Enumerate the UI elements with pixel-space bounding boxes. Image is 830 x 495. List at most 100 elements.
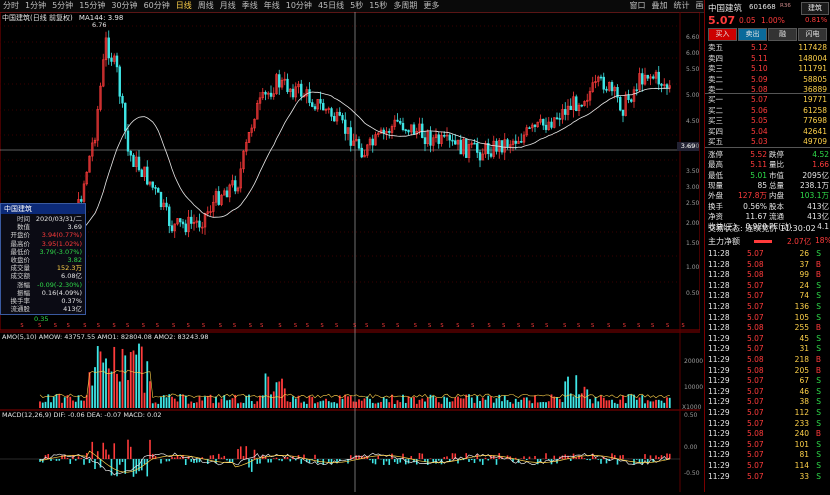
volume-bar	[91, 385, 94, 408]
tab-period[interactable]: 60分钟	[143, 1, 170, 10]
tab-period[interactable]: 季线	[241, 1, 258, 10]
candle-body	[382, 129, 385, 134]
stat-value: 103.1万	[800, 191, 829, 201]
macd-tick-label: -0.50	[684, 470, 700, 477]
tab-period[interactable]: 10分钟	[285, 1, 312, 10]
tab-period[interactable]: 月线	[219, 1, 236, 10]
candle-body	[445, 134, 449, 137]
tab-period[interactable]: 多周期	[393, 1, 418, 10]
toolbar-right-item[interactable]: 叠加	[651, 1, 668, 10]
volume-bar	[646, 400, 649, 408]
tick-row: 11:28 5.07 105 S	[705, 312, 830, 323]
signal-marker: S	[545, 323, 548, 329]
tab-period[interactable]: 更多	[423, 1, 440, 10]
volume-bar	[616, 403, 619, 408]
tick-side: S	[816, 344, 821, 354]
volume-bar	[575, 375, 578, 408]
signal-marker: S	[382, 323, 385, 329]
volume-bar	[182, 394, 184, 408]
stat-label: 内盘	[769, 191, 784, 201]
tab-period[interactable]: 15秒	[369, 1, 388, 10]
volume-bar	[239, 402, 242, 408]
tick-volume: 105	[794, 312, 809, 322]
volume-bar	[217, 402, 220, 408]
tick-price: 5.07	[747, 280, 764, 290]
volume-bar	[545, 402, 547, 408]
tick-side: B	[815, 323, 821, 333]
volume-bar	[96, 346, 99, 408]
trade-button[interactable]: 卖出	[738, 28, 767, 41]
sector-button[interactable]: 建筑	[801, 2, 829, 15]
trade-button[interactable]: 买入	[708, 28, 737, 41]
candle-body	[371, 138, 374, 146]
stat-value: 413亿	[807, 201, 829, 211]
volume-bar	[118, 381, 121, 408]
tick-row: 11:29 5.07 67 S	[705, 375, 830, 386]
candle-body	[245, 142, 248, 152]
volume-bar	[462, 398, 465, 408]
volume-bar	[385, 398, 388, 408]
volume-bar	[272, 391, 275, 408]
candle-body	[143, 166, 146, 177]
volume-bar	[572, 396, 575, 408]
candle-body	[489, 153, 493, 157]
stat-value: 0.920	[745, 222, 767, 232]
tick-price: 5.07	[747, 418, 764, 428]
candle-body	[137, 156, 141, 171]
bid-row-price: 5.04	[751, 126, 768, 136]
tab-period[interactable]: 年线	[263, 1, 280, 10]
candle-body	[517, 141, 520, 144]
candle-body	[564, 109, 567, 115]
volume-bar	[242, 402, 245, 408]
trade-button[interactable]: 融	[768, 28, 797, 41]
tab-period[interactable]: 5秒	[350, 1, 364, 10]
stat-label: 市值	[769, 170, 784, 180]
bid-row-price: 5.06	[751, 105, 768, 115]
tick-price: 5.08	[747, 365, 764, 375]
tick-side: S	[816, 302, 821, 311]
signal-marker: S	[414, 323, 417, 329]
low-price-marker: 0.35	[34, 315, 49, 323]
volume-bar	[341, 398, 344, 408]
toolbar-right-item[interactable]: 画线	[693, 0, 715, 12]
tab-period[interactable]: 5分钟	[52, 1, 74, 10]
candle-body	[572, 96, 575, 111]
signal-marker: S	[531, 323, 534, 329]
volume-bar	[638, 397, 641, 408]
signal-marker: S	[306, 323, 309, 329]
candle-body	[542, 118, 545, 126]
tab-period[interactable]: 45日线	[317, 1, 345, 10]
info-value: 3.82	[67, 256, 82, 264]
toolbar-right-item[interactable]: 窗口	[629, 1, 646, 10]
moving-average-line	[39, 87, 670, 243]
trade-button[interactable]: 闪电	[798, 28, 827, 41]
tick-side: B	[815, 429, 821, 439]
tick-price: 5.07	[747, 344, 764, 354]
volume-bar	[327, 401, 330, 408]
stat-value: 238.1万	[800, 180, 829, 190]
volume-bar	[74, 401, 77, 408]
volume-bar	[619, 399, 622, 408]
tab-period[interactable]: 周线	[197, 1, 214, 10]
candle-body	[283, 78, 286, 81]
volume-bar	[374, 403, 377, 408]
volume-bar	[333, 402, 336, 408]
stat-row: 外盘 127.8万 内盘 103.1万	[705, 190, 830, 201]
toolbar-right-item[interactable]: 统计	[673, 1, 690, 10]
tab-period[interactable]: 15分钟	[79, 1, 106, 10]
tick-price: 5.08	[747, 270, 764, 280]
tab-period[interactable]: 30分钟	[111, 1, 138, 10]
tick-time: 11:29	[708, 418, 730, 428]
volume-bar	[481, 397, 484, 408]
volume-bar	[627, 394, 630, 408]
tab-period[interactable]: 日线	[175, 1, 192, 10]
tab-period[interactable]: 1分钟	[25, 1, 47, 10]
tab-period[interactable]: 分时	[3, 1, 19, 10]
candle-body	[102, 59, 105, 87]
tick-row: 11:29 5.07 81 S	[705, 449, 830, 460]
volume-bar	[173, 398, 176, 408]
volume-bar	[245, 395, 248, 408]
candle-body	[308, 89, 311, 103]
